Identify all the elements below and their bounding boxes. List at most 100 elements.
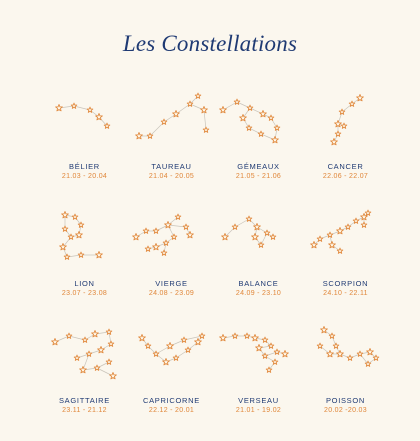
star-icon [269, 233, 277, 240]
star-icon [326, 350, 334, 358]
constellation-line [82, 353, 90, 371]
star-icon [135, 132, 143, 140]
star-icon [338, 108, 346, 115]
star-icon [239, 114, 247, 122]
star-icon [360, 213, 368, 221]
constellation-drawing [219, 98, 281, 144]
sign-name: BALANCE [238, 279, 279, 288]
star-icon [334, 120, 342, 128]
star-icon [172, 354, 180, 361]
star-icon [91, 330, 99, 338]
constellation-line [203, 109, 207, 131]
sign-dates: 21.01 - 19.02 [235, 407, 282, 414]
sign-name: SAGITTAIRE [58, 396, 111, 405]
star-icon [257, 241, 265, 248]
star-icon [273, 348, 281, 355]
zodiac-sign: TAUREAU 21.04 - 20.05 [128, 90, 215, 207]
star-icon [267, 342, 275, 349]
star-icon [67, 233, 75, 240]
star-icon [336, 350, 344, 358]
star-icon [70, 102, 78, 109]
star-icon [263, 229, 271, 236]
star-icon [81, 336, 89, 343]
constellation-drawing [135, 92, 210, 140]
star-icon [198, 332, 206, 339]
star-icon [162, 358, 170, 366]
star-icon [105, 328, 113, 335]
page-title: Les Constellations [122, 31, 298, 56]
star-icon [166, 342, 174, 350]
star-icon [132, 233, 140, 241]
constellation-drawing [316, 326, 380, 367]
sign-dates: 21.05 - 21.06 [235, 173, 282, 180]
sign-dates: 24.10 - 22.11 [323, 290, 368, 297]
star-icon [162, 239, 170, 246]
constellation-line [167, 224, 187, 228]
star-icon [326, 231, 334, 238]
star-icon [194, 92, 202, 99]
star-icon [152, 227, 160, 234]
sign-name: POISSON [325, 396, 366, 405]
zodiac-sign: SAGITTAIRE 23.11 - 21.12 [41, 324, 128, 441]
star-icon [61, 211, 69, 219]
star-icon [316, 235, 324, 242]
star-icon [77, 251, 85, 258]
star-icon [251, 334, 259, 342]
star-icon [253, 223, 261, 231]
star-icon [348, 100, 356, 107]
constellation-drawing [55, 102, 111, 129]
star-icon [51, 338, 59, 346]
star-icon [246, 104, 254, 111]
star-icon [336, 227, 344, 235]
zodiac-grid: BÉLIER 21.03 - 20.04 TAUREAU 21.04 - 20.05 G… [41, 90, 389, 441]
star-icon [152, 350, 160, 357]
star-icon [138, 334, 146, 342]
constellation-drawing [221, 215, 277, 248]
star-icon [97, 346, 105, 354]
star-icon [144, 245, 152, 252]
sign-name: CAPRICORNE [142, 396, 200, 405]
sign-dates: 24.09 - 23.10 [235, 290, 282, 297]
star-icon [267, 114, 275, 121]
star-icon [332, 342, 340, 349]
star-icon [271, 136, 279, 144]
sign-dates: 24.08 - 23.09 [148, 290, 195, 297]
star-icon [372, 354, 380, 361]
star-icon [219, 106, 227, 114]
star-icon [160, 249, 168, 256]
star-icon [164, 221, 172, 229]
star-icon [257, 130, 265, 137]
sign-name: SCORPION [322, 279, 369, 288]
star-icon [160, 118, 168, 125]
sign-name: BÉLIER [69, 162, 100, 171]
constellation-line [149, 121, 165, 137]
sign-dates: 22.06 - 22.07 [322, 173, 369, 180]
star-icon [316, 342, 324, 349]
star-icon [200, 106, 208, 114]
star-icon [186, 231, 194, 239]
star-icon [180, 336, 188, 343]
constellation-drawing [132, 213, 194, 256]
star-icon [251, 233, 259, 241]
star-icon [255, 344, 263, 352]
star-icon [59, 243, 67, 251]
star-icon [152, 243, 160, 251]
zodiac-sign: BÉLIER 21.03 - 20.04 [41, 90, 128, 207]
star-icon [356, 350, 364, 357]
zodiac-sign: VIERGE 24.08 - 23.09 [128, 207, 215, 324]
sign-name: VERSEAU [238, 396, 279, 405]
star-icon [366, 348, 374, 356]
star-icon [259, 110, 267, 118]
star-icon [336, 247, 344, 254]
star-icon [107, 340, 115, 347]
sign-dates: 21.03 - 20.04 [61, 173, 108, 180]
constellation-drawing [219, 332, 289, 373]
star-icon [221, 233, 229, 241]
constellation-drawing [138, 332, 206, 366]
sign-name: TAUREAU [151, 162, 192, 171]
star-icon [146, 132, 154, 139]
star-icon [243, 332, 251, 339]
star-icon [144, 342, 152, 349]
sign-dates: 20.02 -20.03 [324, 407, 367, 414]
star-icon [172, 110, 180, 118]
